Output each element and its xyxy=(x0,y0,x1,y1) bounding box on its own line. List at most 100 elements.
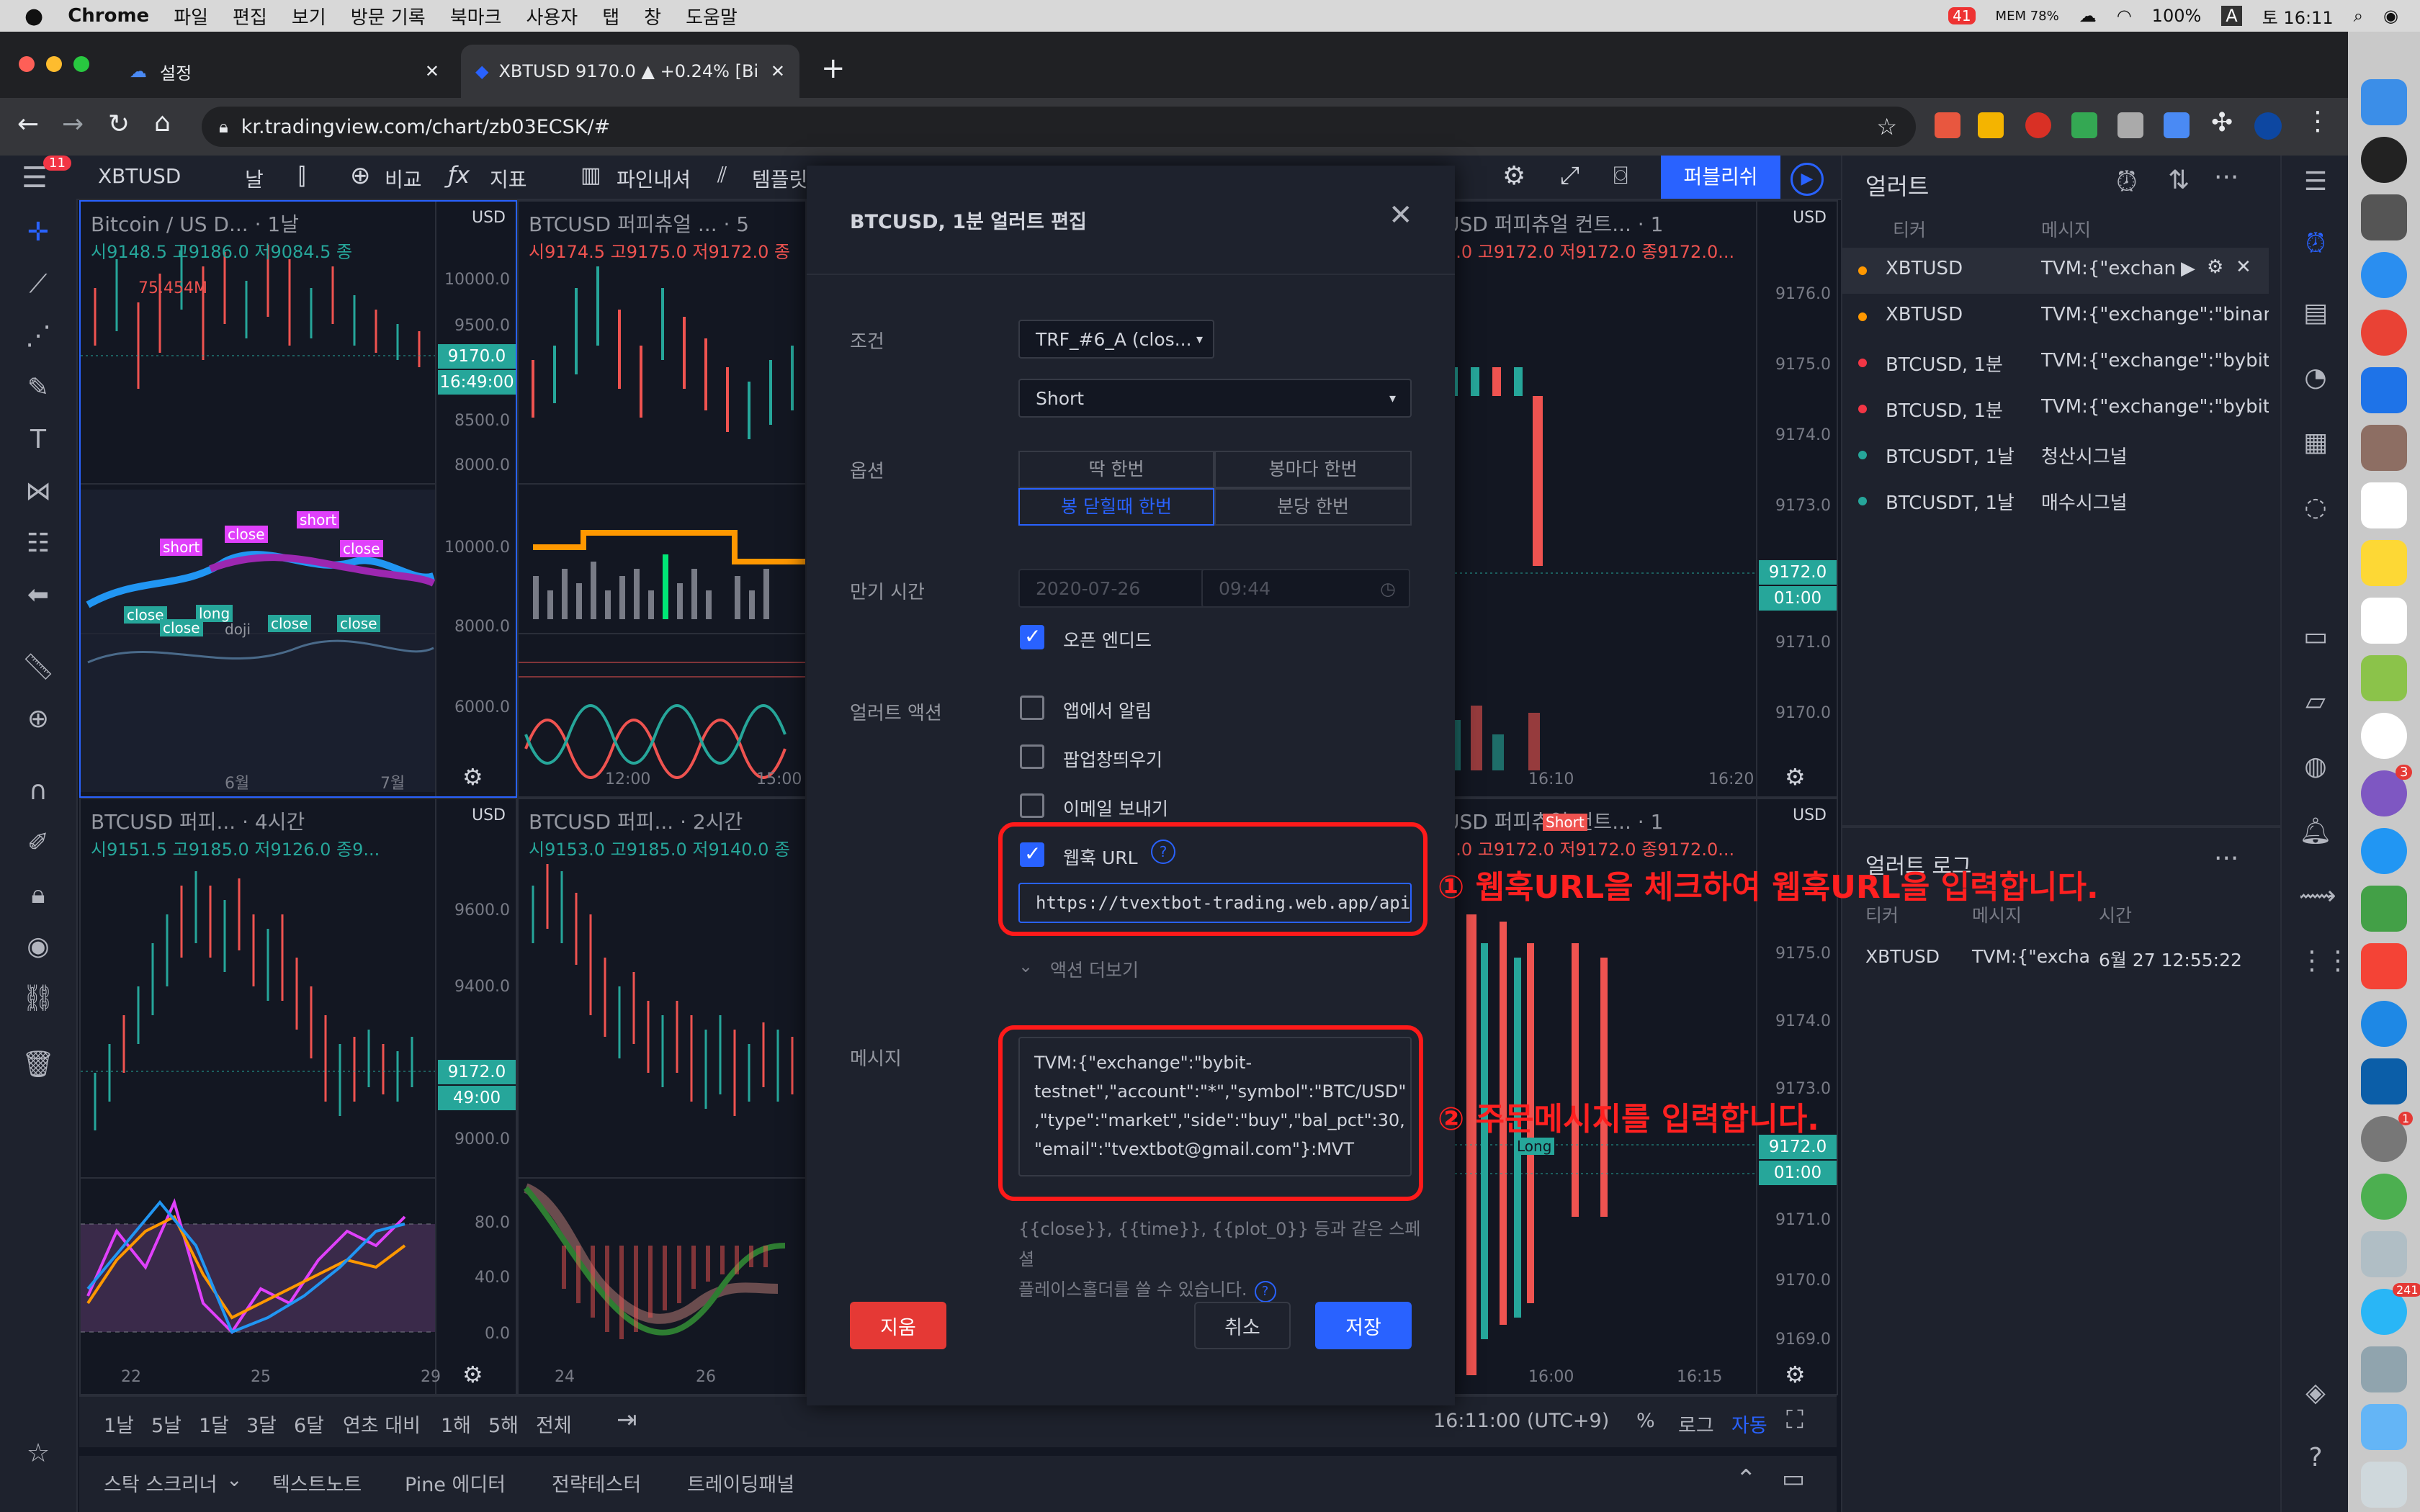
webhook-checkbox[interactable] xyxy=(1020,842,1044,867)
tab-pine-editor[interactable]: Pine 에디터 xyxy=(405,1474,506,1496)
templates-button[interactable]: 템플릿 xyxy=(752,168,808,192)
currency-label[interactable]: USD xyxy=(471,209,506,227)
range-6m[interactable]: 6달 xyxy=(294,1415,325,1437)
expiration-time-input[interactable]: 09:44 ◷ xyxy=(1201,569,1410,608)
app-icon[interactable] xyxy=(2361,1231,2407,1277)
webhook-url-input[interactable]: https://tvextbot-trading.web.app/api/we xyxy=(1018,883,1412,923)
reminders-icon[interactable] xyxy=(2361,598,2407,644)
indicators-fx-icon[interactable]: ƒx xyxy=(448,161,470,189)
lock-icon[interactable]: 🔒︎ xyxy=(31,880,45,909)
fib-icon[interactable]: ⋰ xyxy=(25,321,51,351)
app-store-icon[interactable] xyxy=(2361,1001,2407,1047)
adblock-icon[interactable] xyxy=(2025,112,2051,138)
menubar-view[interactable]: 보기 xyxy=(291,6,326,29)
chart-5-title[interactable]: BTCUSD 퍼피... · 2시간 xyxy=(529,810,743,834)
forward-arrow-icon[interactable]: → xyxy=(62,109,84,139)
chart-3-price-axis[interactable]: USD 9176.0 9175.0 9174.0 9173.0 9172.0 0… xyxy=(1756,202,1837,796)
message-textarea[interactable]: TVM:{"exchange":"bybit- testnet","accoun… xyxy=(1018,1037,1412,1176)
fullscreen-corner-icon[interactable]: ⛶ xyxy=(1786,1405,1803,1434)
range-1d[interactable]: 1날 xyxy=(104,1415,135,1437)
window-close-button[interactable] xyxy=(19,56,35,72)
maximize-panel-icon[interactable]: ▭ xyxy=(1782,1464,1806,1493)
percent-toggle[interactable]: % xyxy=(1636,1410,1655,1432)
templates-icon[interactable]: ⫽ xyxy=(717,163,727,188)
alert-row[interactable]: BTCUSDT, 1날 매수시그널 xyxy=(1842,478,2269,524)
calendar-icon[interactable]: ▦ xyxy=(2303,428,2328,457)
home-icon[interactable]: ⌂ xyxy=(154,108,171,138)
chevron-down-icon[interactable]: ⌄ xyxy=(1018,956,1034,976)
more-icon[interactable]: ··· xyxy=(2214,163,2239,192)
alarm-clock-icon[interactable]: ⏰︎ xyxy=(2305,229,2326,258)
magnet-icon[interactable]: ∩ xyxy=(28,776,48,806)
vscode-icon[interactable] xyxy=(2361,1058,2407,1104)
pencil-lock-icon[interactable]: ✐ xyxy=(27,828,50,858)
condition-select[interactable]: TRF_#6_A (clos... ▾ xyxy=(1018,320,1214,359)
menubar-bookmarks[interactable]: 북마크 xyxy=(449,6,502,29)
range-1y[interactable]: 1해 xyxy=(441,1415,472,1437)
cloud-icon[interactable]: ☁ xyxy=(2079,6,2097,26)
chart-settings-gear-icon[interactable]: ⚙ xyxy=(1785,763,1806,791)
chart-3-title[interactable]: USD 퍼피츄얼 컨트... · 1 xyxy=(1445,212,1664,236)
alert-row[interactable]: BTCUSD, 1분 TVM:{"exchange":"bybit- xyxy=(1842,340,2269,386)
ruler-icon[interactable]: 📏︎ xyxy=(22,652,55,682)
log-col-message[interactable]: 메시지 xyxy=(1972,905,2022,926)
help-circle-icon[interactable]: ? xyxy=(1151,840,1175,864)
delete-button[interactable]: 지움 xyxy=(850,1302,946,1349)
window-zoom-button[interactable] xyxy=(73,56,89,72)
compare-plus-icon[interactable]: ⊕ xyxy=(350,161,371,190)
bookmark-star-icon[interactable]: ☆ xyxy=(1876,113,1897,140)
chart-4-price-axis[interactable]: USD 9600.0 9400.0 9172.0 49:00 9000.0 80… xyxy=(435,799,516,1394)
menubar-app-name[interactable]: Chrome xyxy=(68,5,150,27)
pattern-icon[interactable]: ⋈ xyxy=(25,477,51,506)
menubar-window[interactable]: 창 xyxy=(644,6,662,29)
replay-play-icon[interactable]: ▶ xyxy=(1791,163,1824,196)
play-icon[interactable]: ▶ xyxy=(2181,258,2195,279)
range-all[interactable]: 전체 xyxy=(536,1415,572,1437)
tab-text-notes[interactable]: 텍스트노트 xyxy=(272,1474,362,1496)
streams-icon[interactable]: ◍ xyxy=(2304,752,2327,781)
col-message[interactable]: 메시지 xyxy=(2041,220,2092,240)
close-icon[interactable]: ✕ xyxy=(1389,199,1413,232)
tab-tradingview[interactable]: ◆ XBTUSD 9170.0 ▲ +0.24% [Bi ✕ xyxy=(461,45,799,98)
arrow-back-icon[interactable]: ⬅ xyxy=(27,580,50,610)
link-icon[interactable]: ⛓ xyxy=(22,984,55,1013)
eye-icon[interactable]: ◉ xyxy=(27,932,50,961)
spotlight-icon[interactable]: ⌕ xyxy=(2353,6,2364,26)
help-circle-icon[interactable]: ? xyxy=(1254,1281,1276,1302)
extension-icon[interactable] xyxy=(2164,112,2190,138)
preview-icon[interactable] xyxy=(2361,1346,2407,1392)
private-chat-icon[interactable]: ▱ xyxy=(2305,687,2326,716)
chart-2-title[interactable]: BTCUSD 퍼피츄얼 ... · 5 xyxy=(529,212,750,236)
chart-pane-6[interactable]: USD 퍼피츄얼 컨트... · 1 Short 2.0 고9172.0 저91… xyxy=(1433,798,1838,1395)
candles-icon[interactable]: ⫿ xyxy=(298,163,306,190)
option-once[interactable]: 딱 한번 xyxy=(1018,451,1214,488)
chart-settings-gear-icon[interactable]: ⚙ xyxy=(462,1361,483,1388)
downloads-folder-icon[interactable] xyxy=(2361,1404,2407,1450)
save-button[interactable]: 저장 xyxy=(1315,1302,1412,1349)
tab-stock-screener[interactable]: 스탁 스크리너 xyxy=(104,1474,218,1496)
facetime-icon[interactable] xyxy=(2361,886,2407,932)
chart-pane-1[interactable]: Bitcoin / US D... · 1날 시9148.5 고9186.0 저… xyxy=(79,200,517,798)
chart-pane-5[interactable]: BTCUSD 퍼피... · 2시간 시9153.0 고9185.0 저9140… xyxy=(517,798,807,1395)
condition2-select[interactable]: Short ▾ xyxy=(1018,379,1412,418)
menubar-user[interactable]: 사용자 xyxy=(526,6,578,29)
chart-1-price-axis[interactable]: USD 10000.0 9500.0 9170.0 16:49:00 8500.… xyxy=(435,202,516,796)
currency-label[interactable]: USD xyxy=(1792,806,1827,824)
range-ytd[interactable]: 연초 대비 xyxy=(343,1415,421,1437)
range-5y[interactable]: 5해 xyxy=(488,1415,519,1437)
symbol-search[interactable]: XBTUSD xyxy=(98,164,182,188)
alert-row[interactable]: XBTUSD TVM:{"exchange":"binanc xyxy=(1842,294,2269,340)
tv-menu-icon[interactable]: ☰ xyxy=(22,161,48,194)
battery-label[interactable]: 100% xyxy=(2151,6,2202,26)
currency-label[interactable]: USD xyxy=(1792,209,1827,227)
ideas-bulb-icon[interactable]: ◌ xyxy=(2304,492,2327,522)
menubar-clock[interactable]: 토 16:11 xyxy=(2262,7,2334,28)
compare-button[interactable]: 비교 xyxy=(385,168,422,192)
zoom-icon[interactable]: ⊕ xyxy=(27,704,50,734)
camera-icon[interactable]: ⌼ xyxy=(1613,161,1628,190)
mem-indicator[interactable]: MEM 78% xyxy=(1995,8,2059,24)
crosshair-icon[interactable]: ✛ xyxy=(27,217,50,247)
notify-in-app-checkbox[interactable] xyxy=(1020,696,1044,720)
log-row[interactable]: XBTUSD TVM:{"excha 6월 27 12:55:22 xyxy=(1842,937,2269,978)
trash-icon[interactable] xyxy=(2361,1462,2407,1508)
